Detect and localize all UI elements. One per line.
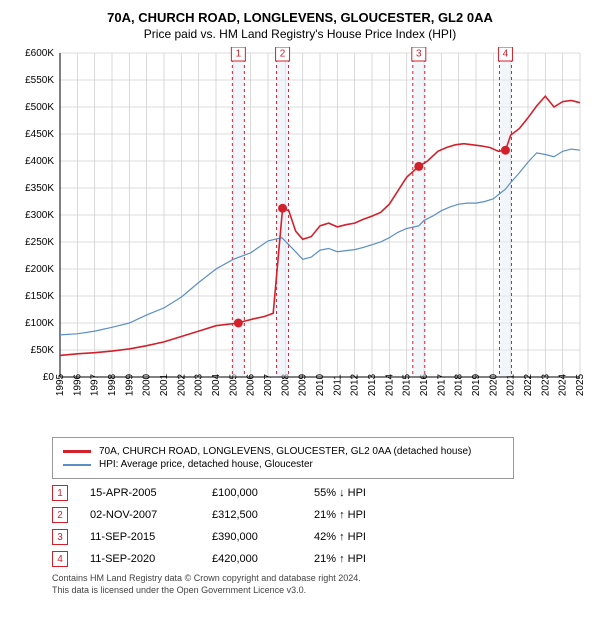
footer-line1: Contains HM Land Registry data © Crown c…	[52, 573, 588, 585]
event-price: £100,000	[212, 487, 292, 499]
footer: Contains HM Land Registry data © Crown c…	[52, 573, 588, 596]
event-row: 4 11-SEP-2020 £420,000 21% ↑ HPI	[52, 551, 588, 567]
svg-text:£100K: £100K	[25, 318, 54, 329]
svg-text:2: 2	[280, 49, 286, 60]
event-date: 02-NOV-2007	[90, 509, 190, 521]
chart-svg: £0 £50K £100K £150K £200K £250K £300K £350K £400…	[12, 47, 588, 427]
events-table: 1 15-APR-2005 £100,000 55% ↓ HPI 2 02-NOV-200…	[52, 485, 588, 567]
event-row: 3 11-SEP-2015 £390,000 42% ↑ HPI	[52, 529, 588, 545]
chart-subtitle: Price paid vs. HM Land Registry's House …	[12, 27, 588, 41]
event-pct: 42% ↑ HPI	[314, 531, 404, 543]
legend-swatch-hpi	[63, 464, 91, 466]
svg-text:4: 4	[503, 49, 509, 60]
event-price: £390,000	[212, 531, 292, 543]
event-pct: 55% ↓ HPI	[314, 487, 404, 499]
event-price: £420,000	[212, 553, 292, 565]
event-number-box: 1	[52, 485, 68, 501]
svg-text:£450K: £450K	[25, 129, 54, 140]
svg-text:£250K: £250K	[25, 237, 54, 248]
event-date: 11-SEP-2015	[90, 531, 190, 543]
svg-text:£550K: £550K	[25, 75, 54, 86]
svg-text:£150K: £150K	[25, 291, 54, 302]
event-pct: 21% ↑ HPI	[314, 553, 404, 565]
event-number-box: 3	[52, 529, 68, 545]
footer-line2: This data is licensed under the Open Gov…	[52, 585, 588, 597]
legend: 70A, CHURCH ROAD, LONGLEVENS, GLOUCESTER…	[52, 437, 514, 479]
chart-title: 70A, CHURCH ROAD, LONGLEVENS, GLOUCESTER…	[12, 10, 588, 25]
legend-row-main: 70A, CHURCH ROAD, LONGLEVENS, GLOUCESTER…	[63, 446, 503, 457]
event-number-box: 4	[52, 551, 68, 567]
svg-text:£0: £0	[43, 372, 55, 383]
svg-text:1: 1	[236, 49, 242, 60]
event-pct: 21% ↑ HPI	[314, 509, 404, 521]
svg-text:£400K: £400K	[25, 156, 54, 167]
svg-text:£200K: £200K	[25, 264, 54, 275]
event-date: 11-SEP-2020	[90, 553, 190, 565]
legend-row-hpi: HPI: Average price, detached house, Glou…	[63, 459, 503, 470]
svg-text:3: 3	[416, 49, 422, 60]
event-number-box: 2	[52, 507, 68, 523]
svg-text:£350K: £350K	[25, 183, 54, 194]
legend-label-main: 70A, CHURCH ROAD, LONGLEVENS, GLOUCESTER…	[99, 446, 471, 457]
svg-text:£600K: £600K	[25, 48, 54, 59]
event-price: £312,500	[212, 509, 292, 521]
svg-text:£500K: £500K	[25, 102, 54, 113]
chart-container: 70A, CHURCH ROAD, LONGLEVENS, GLOUCESTER…	[0, 0, 600, 604]
legend-swatch-main	[63, 450, 91, 453]
svg-text:£50K: £50K	[31, 345, 55, 356]
event-row: 2 02-NOV-2007 £312,500 21% ↑ HPI	[52, 507, 588, 523]
event-row: 1 15-APR-2005 £100,000 55% ↓ HPI	[52, 485, 588, 501]
chart-plot: £0 £50K £100K £150K £200K £250K £300K £350K £400…	[12, 47, 588, 427]
legend-label-hpi: HPI: Average price, detached house, Glou…	[99, 459, 313, 470]
svg-text:£300K: £300K	[25, 210, 54, 221]
event-date: 15-APR-2005	[90, 487, 190, 499]
